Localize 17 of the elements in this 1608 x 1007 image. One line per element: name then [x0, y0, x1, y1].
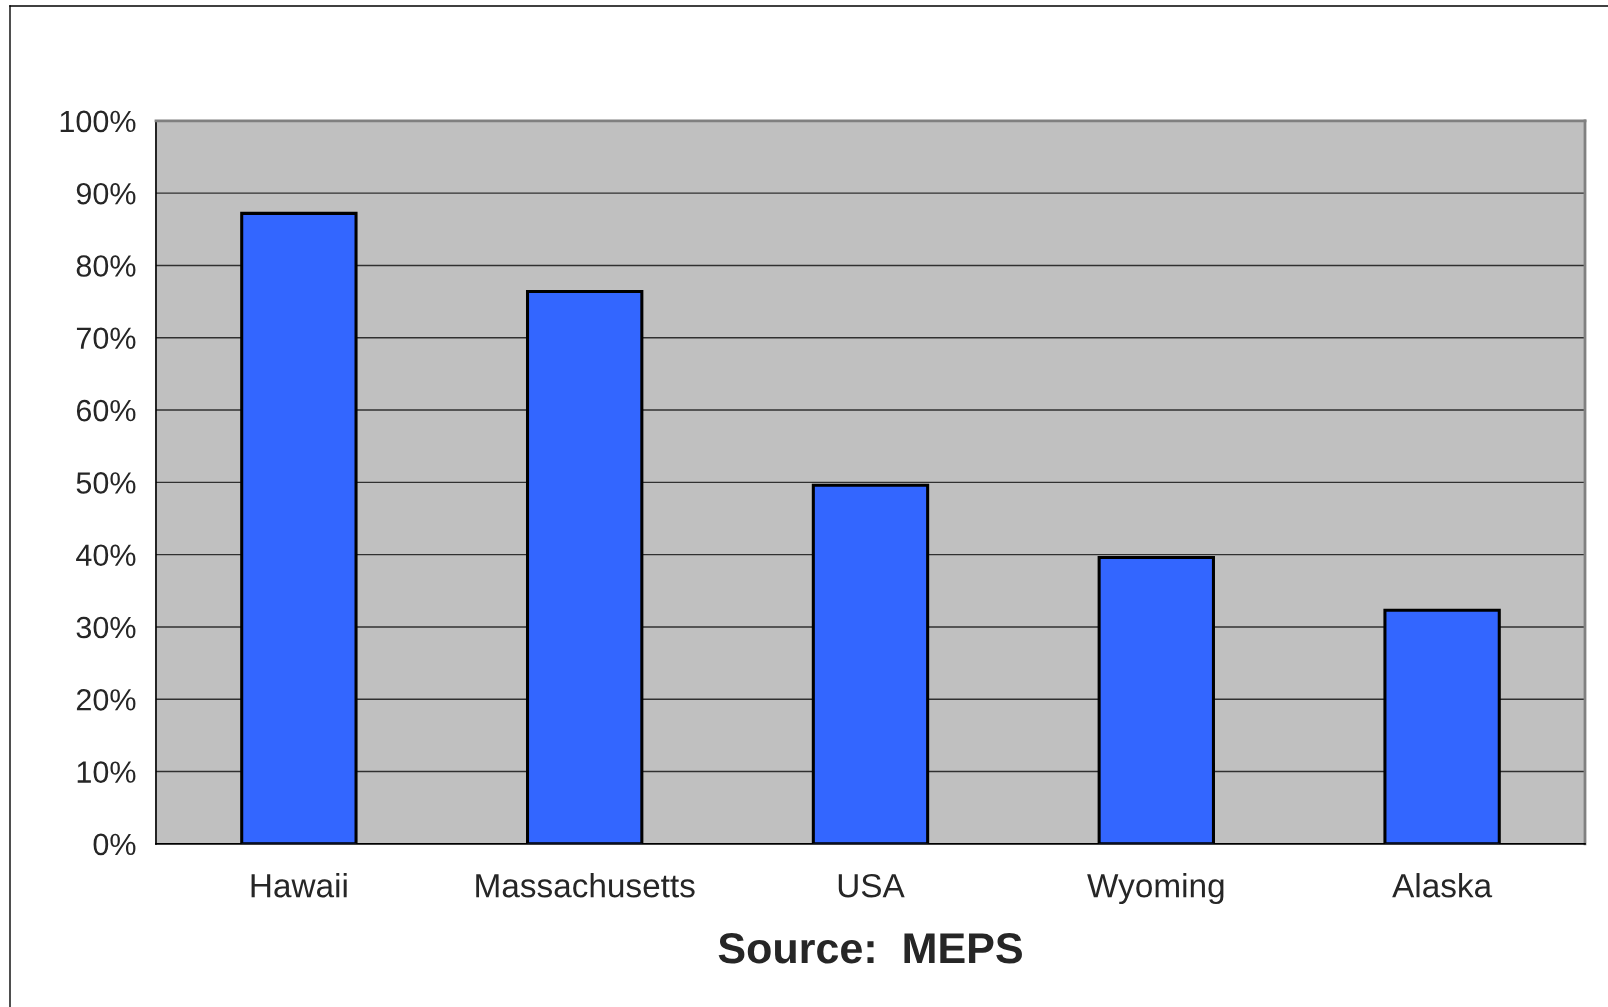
y-tick-label: 60%	[76, 399, 136, 422]
y-tick-label: 10%	[77, 761, 136, 783]
y-tick-label: 90%	[76, 182, 136, 205]
y-tick-label: 100%	[60, 110, 136, 133]
y-tick-label: 50%	[76, 472, 136, 494]
y-tick-label: 70%	[76, 327, 136, 350]
x-axis-title: Source: MEPS	[718, 933, 1022, 964]
x-tick-label: Alaska	[1392, 873, 1493, 898]
y-tick-label: 30%	[76, 616, 136, 639]
x-tick-label: Wyoming	[1087, 873, 1224, 905]
y-tick-label: 0%	[93, 833, 136, 856]
x-tick-label: USA	[838, 873, 905, 898]
y-tick-label: 20%	[76, 689, 136, 711]
x-tick-label: Hawaii	[251, 873, 347, 898]
x-tick-label: Massachusetts	[476, 873, 695, 898]
y-tick-label: 80%	[76, 255, 136, 277]
y-tick-label: 40%	[76, 544, 136, 567]
